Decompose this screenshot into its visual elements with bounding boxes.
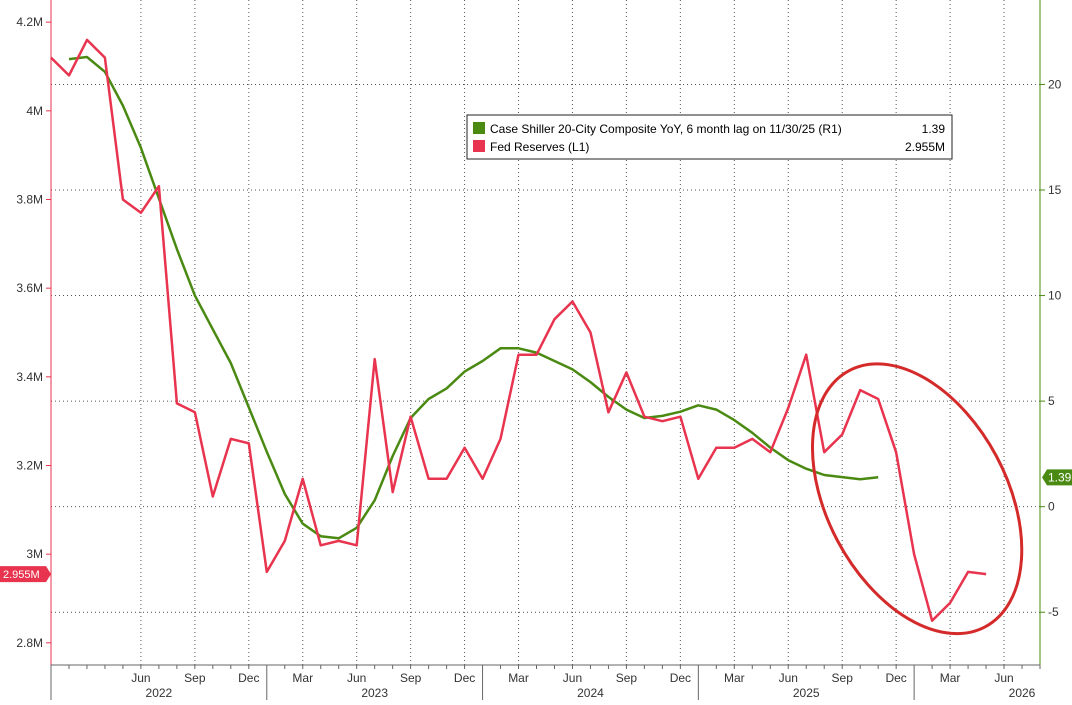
x-axis-year-label: 2023 bbox=[361, 686, 388, 700]
x-axis-tick-label: Dec bbox=[670, 671, 691, 685]
x-axis-year-label: 2025 bbox=[793, 686, 820, 700]
left-axis-tick-label: 4M bbox=[26, 104, 43, 118]
x-axis-tick-label: Mar bbox=[724, 671, 745, 685]
right-axis-tick-label: 10 bbox=[1048, 289, 1062, 303]
series-layer bbox=[50, 38, 987, 622]
left-axis-tick-label: 3.8M bbox=[16, 193, 43, 207]
annotation-ellipse bbox=[810, 362, 1024, 636]
legend-value-case-shiller: 1.39 bbox=[922, 122, 946, 136]
x-axis-tick-label: Jun bbox=[347, 671, 366, 685]
x-axis-tick-label: Jun bbox=[131, 671, 150, 685]
legend-swatch-case-shiller bbox=[473, 122, 485, 134]
x-axis-tick-label: Mar bbox=[940, 671, 961, 685]
x-axis-year-label: 2024 bbox=[577, 686, 604, 700]
legend-swatch-fed-reserves bbox=[473, 140, 485, 152]
legend-box bbox=[466, 114, 953, 160]
x-axis-tick-label: Dec bbox=[238, 671, 259, 685]
right-axis-tick-label: 15 bbox=[1048, 183, 1062, 197]
left-axis-tick-label: 2.8M bbox=[16, 636, 43, 650]
left-axis-tick-label: 3.6M bbox=[16, 281, 43, 295]
x-axis-tick-label: Sep bbox=[832, 671, 854, 685]
x-axis-tick-label: Mar bbox=[292, 671, 313, 685]
x-axis-tick-label: Dec bbox=[454, 671, 475, 685]
left-axis-tick-label: 4.2M bbox=[16, 15, 43, 29]
x-axis-tick-label: Sep bbox=[616, 671, 638, 685]
x-axis-tick-label: Jun bbox=[779, 671, 798, 685]
legend-label-case-shiller: Case Shiller 20-City Composite YoY, 6 mo… bbox=[490, 122, 842, 136]
right-axis-tick-label: 0 bbox=[1048, 500, 1055, 514]
grid-layer bbox=[51, 0, 1040, 665]
legend-label-fed-reserves: Fed Reserves (L1) bbox=[490, 140, 589, 154]
right-axis-tick-label: 5 bbox=[1048, 394, 1055, 408]
x-axis-year-label: 2026 bbox=[1009, 686, 1036, 700]
annotation-layer bbox=[810, 362, 1024, 636]
left-axis-tick-label: 3.4M bbox=[16, 370, 43, 384]
x-axis-tick-label: Jun bbox=[994, 671, 1013, 685]
badge-label: 1.39 bbox=[1048, 470, 1072, 484]
badge-layer: 1.39 2.955M bbox=[0, 469, 1072, 583]
last-value-badge-fed-reserves: 2.955M bbox=[0, 566, 51, 583]
right-axis-tick-label: 20 bbox=[1048, 77, 1062, 91]
left-axis-tick-label: 3M bbox=[26, 547, 43, 561]
last-value-badge-case-shiller: 1.39 bbox=[1042, 469, 1072, 486]
x-axis-tick-label: Sep bbox=[400, 671, 422, 685]
left-axis-tick-label: 3.2M bbox=[16, 459, 43, 473]
x-axis-tick-label: Jun bbox=[563, 671, 582, 685]
x-axis-tick-label: Sep bbox=[184, 671, 206, 685]
legend: Case Shiller 20-City Composite YoY, 6 mo… bbox=[466, 114, 953, 160]
series-line-fed-reserves bbox=[50, 38, 987, 622]
x-axis-tick-label: Dec bbox=[885, 671, 906, 685]
series-line-case-shiller bbox=[68, 55, 879, 540]
axis-layer: -5 0 5 10 15 20 2.8M 3M 3.2M 3.4M 3.6M 3.8M 4M 4.2M Ju… bbox=[16, 0, 1062, 700]
legend-value-fed-reserves: 2.955M bbox=[905, 140, 945, 154]
badge-label: 2.955M bbox=[3, 569, 40, 581]
right-axis-tick-label: -5 bbox=[1048, 605, 1059, 619]
x-axis-tick-label: Mar bbox=[508, 671, 529, 685]
x-axis-year-label: 2022 bbox=[146, 686, 173, 700]
